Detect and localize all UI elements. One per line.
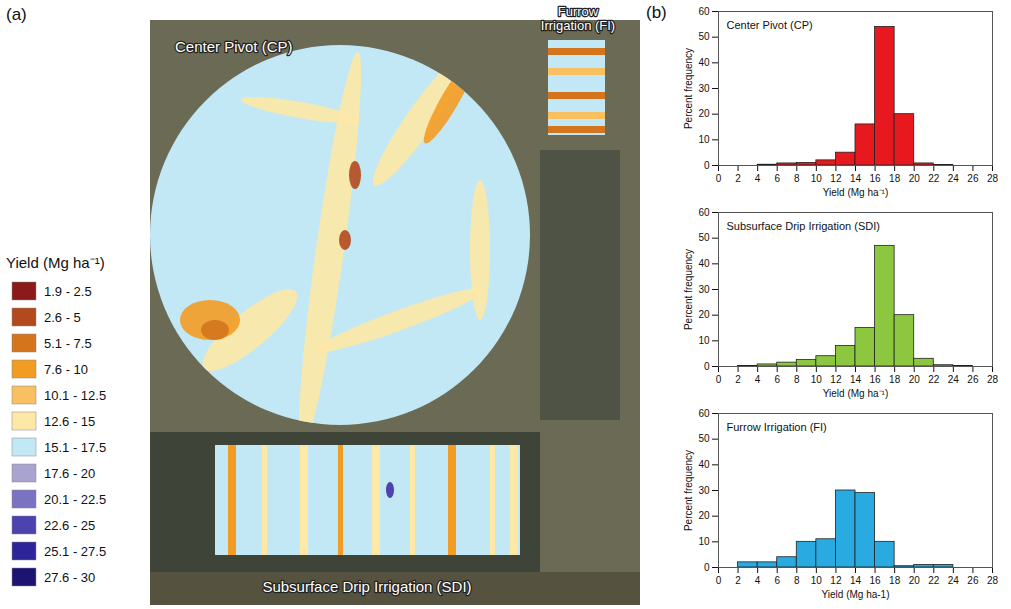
svg-text:26: 26 — [967, 173, 979, 184]
svg-text:20: 20 — [909, 374, 921, 385]
svg-text:12: 12 — [830, 575, 842, 586]
svg-text:10: 10 — [698, 536, 710, 547]
svg-text:24: 24 — [948, 173, 960, 184]
svg-text:10: 10 — [811, 173, 823, 184]
svg-text:6: 6 — [774, 374, 780, 385]
svg-text:10: 10 — [811, 575, 823, 586]
svg-text:50: 50 — [698, 31, 710, 42]
svg-text:0: 0 — [716, 575, 722, 586]
svg-text:Subsurface Drip Irrigation (SD: Subsurface Drip Irrigation (SDI) — [262, 578, 471, 595]
svg-text:2: 2 — [735, 374, 741, 385]
svg-text:30: 30 — [698, 485, 710, 496]
svg-text:20: 20 — [698, 309, 710, 320]
svg-text:10: 10 — [811, 374, 823, 385]
svg-text:0: 0 — [704, 562, 710, 573]
svg-text:50: 50 — [698, 433, 710, 444]
svg-text:Percent frequency: Percent frequency — [683, 48, 694, 129]
svg-text:2: 2 — [735, 575, 741, 586]
svg-text:Yield (Mg ha-1): Yield (Mg ha-1) — [822, 589, 890, 600]
svg-text:28: 28 — [987, 374, 999, 385]
svg-text:15.1 - 17.5: 15.1 - 17.5 — [44, 440, 106, 455]
svg-text:20: 20 — [909, 575, 921, 586]
svg-text:60: 60 — [698, 207, 710, 218]
svg-text:8: 8 — [794, 575, 800, 586]
svg-text:40: 40 — [698, 459, 710, 470]
svg-text:60: 60 — [698, 408, 710, 419]
svg-text:40: 40 — [698, 258, 710, 269]
svg-text:22: 22 — [928, 374, 940, 385]
svg-text:Yield (Mg ha⁻¹): Yield (Mg ha⁻¹) — [823, 187, 888, 198]
svg-text:12: 12 — [830, 374, 842, 385]
svg-text:6: 6 — [774, 173, 780, 184]
svg-text:10: 10 — [698, 335, 710, 346]
html-text:(b): (b) — [646, 3, 667, 22]
svg-text:4: 4 — [755, 374, 761, 385]
svg-text:25.1 - 27.5: 25.1 - 27.5 — [44, 544, 106, 559]
svg-text:18: 18 — [889, 374, 901, 385]
svg-text:12: 12 — [830, 173, 842, 184]
svg-text:Yield (Mg ha⁻¹): Yield (Mg ha⁻¹) — [823, 388, 888, 399]
svg-text:60: 60 — [698, 6, 710, 17]
svg-text:10: 10 — [698, 134, 710, 145]
svg-text:Yield (Mg ha⁻¹): Yield (Mg ha⁻¹) — [6, 254, 105, 271]
svg-text:26: 26 — [967, 575, 979, 586]
svg-text:2.6 - 5: 2.6 - 5 — [44, 310, 81, 325]
svg-text:0: 0 — [704, 361, 710, 372]
svg-text:22: 22 — [928, 575, 940, 586]
svg-text:FurrowIrrigation (FI): FurrowIrrigation (FI) — [541, 4, 615, 33]
svg-text:50: 50 — [698, 232, 710, 243]
svg-text:8: 8 — [794, 173, 800, 184]
svg-text:Furrow Irrigation (FI): Furrow Irrigation (FI) — [727, 421, 827, 433]
svg-text:24: 24 — [948, 575, 960, 586]
svg-text:28: 28 — [987, 173, 999, 184]
svg-text:Percent frequency: Percent frequency — [683, 249, 694, 330]
svg-text:16: 16 — [870, 374, 882, 385]
svg-text:30: 30 — [698, 284, 710, 295]
svg-text:1.9 - 2.5: 1.9 - 2.5 — [44, 284, 92, 299]
svg-text:2: 2 — [735, 173, 741, 184]
svg-text:14: 14 — [850, 575, 862, 586]
svg-text:Center Pivot (CP): Center Pivot (CP) — [727, 19, 813, 31]
svg-text:14: 14 — [850, 374, 862, 385]
svg-text:20: 20 — [909, 173, 921, 184]
svg-text:22: 22 — [928, 173, 940, 184]
svg-text:30: 30 — [698, 83, 710, 94]
svg-text:27.6 - 30: 27.6 - 30 — [44, 570, 95, 585]
svg-text:4: 4 — [755, 173, 761, 184]
svg-text:18: 18 — [889, 575, 901, 586]
svg-text:14: 14 — [850, 173, 862, 184]
svg-text:16: 16 — [870, 575, 882, 586]
svg-text:10.1 - 12.5: 10.1 - 12.5 — [44, 388, 106, 403]
svg-text:0: 0 — [704, 160, 710, 171]
svg-text:12.6 - 15: 12.6 - 15 — [44, 414, 95, 429]
svg-text:Percent frequency: Percent frequency — [683, 450, 694, 531]
svg-text:24: 24 — [948, 374, 960, 385]
svg-text:26: 26 — [967, 374, 979, 385]
svg-text:17.6 - 20: 17.6 - 20 — [44, 466, 95, 481]
svg-text:20: 20 — [698, 108, 710, 119]
svg-text:20: 20 — [698, 510, 710, 521]
svg-text:8: 8 — [794, 374, 800, 385]
svg-text:0: 0 — [716, 173, 722, 184]
svg-text:4: 4 — [755, 575, 761, 586]
svg-text:5.1 - 7.5: 5.1 - 7.5 — [44, 336, 92, 351]
svg-text:0: 0 — [716, 374, 722, 385]
svg-text:7.6 - 10: 7.6 - 10 — [44, 362, 88, 377]
svg-text:6: 6 — [774, 575, 780, 586]
svg-text:Subsurface Drip Irrigation (SD: Subsurface Drip Irrigation (SDI) — [727, 220, 880, 232]
svg-text:22.6 - 25: 22.6 - 25 — [44, 518, 95, 533]
svg-text:(a): (a) — [6, 5, 27, 24]
svg-text:28: 28 — [987, 575, 999, 586]
svg-text:Center Pivot (CP): Center Pivot (CP) — [175, 38, 293, 55]
svg-text:18: 18 — [889, 173, 901, 184]
svg-text:20.1 - 22.5: 20.1 - 22.5 — [44, 492, 106, 507]
svg-text:40: 40 — [698, 57, 710, 68]
svg-text:16: 16 — [870, 173, 882, 184]
